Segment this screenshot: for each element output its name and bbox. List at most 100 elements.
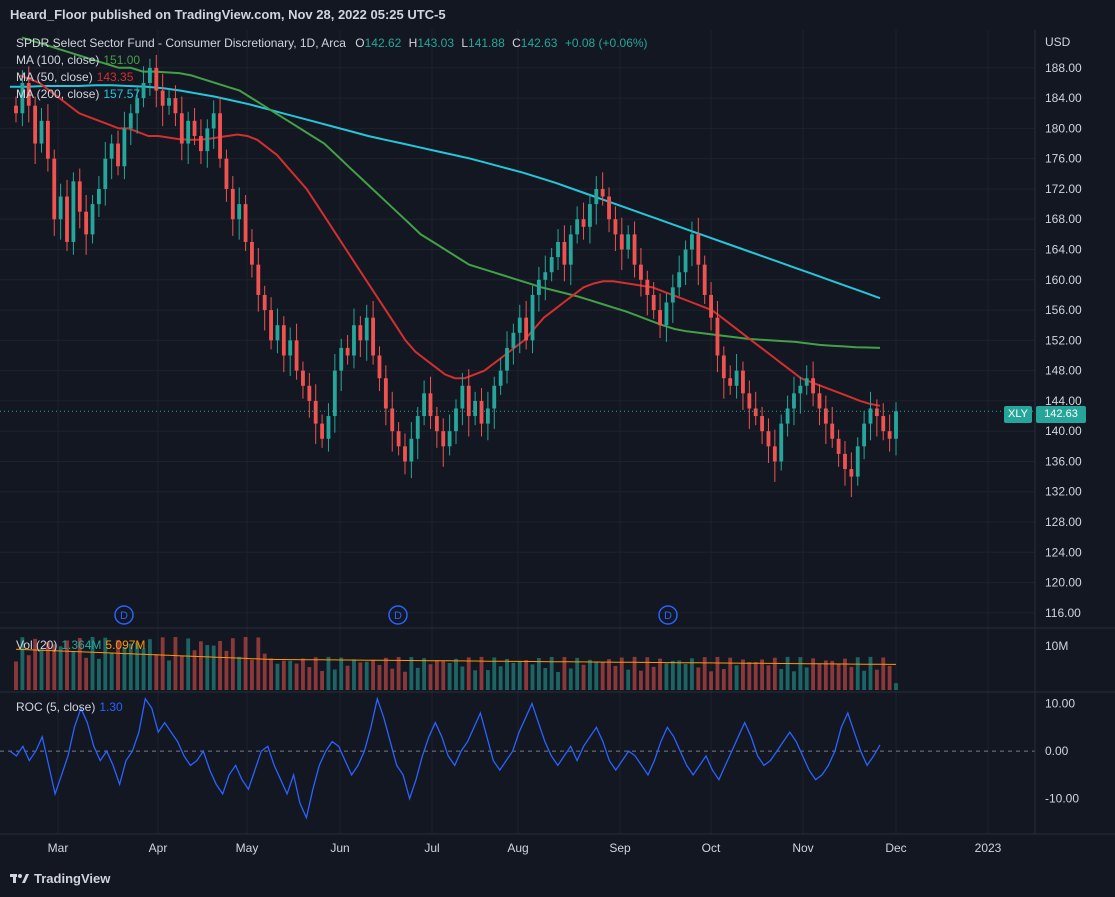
candle-body [562,241,567,265]
price-tick-label: 136.00 [1045,454,1082,468]
volume-bar [345,665,350,690]
candle-body [116,143,120,167]
price-tick-label: 160.00 [1045,273,1082,287]
volume-value: 1.364M [61,638,102,652]
candle-body [670,287,675,303]
volume-bar [747,662,752,690]
candle-body [205,128,210,152]
ma50-line [19,74,881,407]
volume-bar [128,643,133,690]
volume-bar [517,661,522,690]
close-value: 142.63 [520,36,558,50]
candle-body [71,181,76,242]
high-label: H [408,36,418,50]
volume-bar [766,665,771,690]
volume-bar [224,650,229,690]
volume-label: Vol (20) [16,638,58,652]
candle-body [148,67,152,83]
candle-body [33,105,38,144]
candle-body [294,340,299,371]
price-tick-label: 132.00 [1045,485,1082,499]
candle-body [434,416,439,432]
volume-bar [677,660,682,690]
volume-bar [288,660,293,690]
price-tick-label: 164.00 [1045,243,1082,257]
month-tick-label: Oct [702,841,721,855]
candle-body [52,158,57,220]
volume-bar [58,646,63,690]
candle-body [211,113,216,129]
volume-bar [734,665,739,690]
volume-bar [192,650,197,690]
volume-bar [262,653,267,690]
volume-bar [639,670,643,690]
volume-bar [243,637,248,690]
candle-body [45,120,50,159]
candle-body [396,431,401,447]
candle-body [492,385,497,409]
volume-bar [460,666,465,690]
candle-body [524,317,529,341]
candle-body [639,264,643,280]
candle-body [785,408,790,424]
candle-body [683,249,688,273]
candle-body [39,120,44,144]
volume-bar [779,669,784,690]
ma50-legend[interactable]: MA (50, close) 143.35 [16,70,133,84]
volume-bar [804,667,809,690]
roc-label: ROC (5, close) [16,700,96,714]
roc-tick-label: 0.00 [1045,744,1069,758]
candle-body [779,423,784,462]
main-legend: SPDR Select Sector Fund - Consumer Discr… [16,36,648,50]
volume-bar [556,671,560,690]
candle-body [862,423,867,447]
volume-bar [626,669,631,690]
volume-bar [543,668,548,690]
volume-legend[interactable]: Vol (20) 1.364M 5.097M [16,638,145,652]
candle-body [874,408,879,417]
last-price-badge: 142.63 [1036,406,1086,423]
ma50-label: MA (50, close) [16,70,93,84]
candle-body [536,279,541,295]
tradingview-brand[interactable]: TradingView [10,871,110,886]
volume-bar [530,664,535,690]
volume-bar [894,683,898,690]
volume-bar [26,655,31,690]
volume-bar [135,642,140,690]
candle-body [160,90,165,106]
volume-bar [855,657,860,690]
candle-body [403,446,407,462]
candle-body [607,196,611,220]
candle-body [224,158,229,189]
volume-bar [575,657,580,690]
volume-bar [741,659,745,690]
volume-bar [364,661,369,690]
candle-body [728,378,733,386]
published-text: Heard_Floor published on TradingView.com… [10,7,446,22]
low-value: 141.88 [468,36,505,50]
candle-body [320,423,324,439]
price-tick-label: 128.00 [1045,515,1082,529]
price-tick-label: 172.00 [1045,182,1082,196]
candle-body [804,378,809,386]
roc-legend[interactable]: ROC (5, close) 1.30 [16,700,123,714]
volume-bar [651,666,656,690]
volume-bar [179,656,184,690]
low-label: L [461,36,469,50]
candle-body [843,453,847,470]
roc-line [9,696,881,820]
volume-bar [702,657,707,690]
dividend-marker-label: D [664,610,672,622]
volume-bar [607,659,611,690]
candle-body [696,234,701,265]
ma200-legend[interactable]: MA (200, close) 157.57 [16,87,140,101]
month-tick-label: Sep [609,841,631,855]
month-tick-label: Mar [48,841,69,855]
price-tick-label: 180.00 [1045,121,1082,135]
candle-body [632,234,637,265]
candle-body [600,188,605,197]
ma100-legend[interactable]: MA (100, close) 151.00 [16,53,140,67]
candle-body [747,393,752,409]
candle-body [575,219,580,235]
volume-bar [562,656,567,690]
